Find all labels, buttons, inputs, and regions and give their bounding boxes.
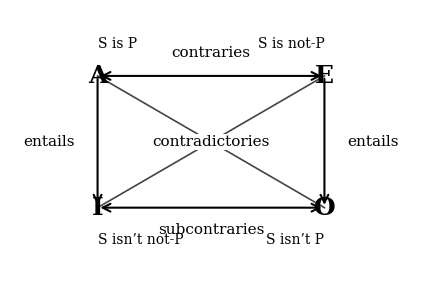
Text: S is P: S is P: [97, 37, 137, 51]
Text: S isn’t not-P: S isn’t not-P: [97, 233, 183, 247]
Text: entails: entails: [347, 135, 399, 149]
Text: S is not-P: S is not-P: [258, 37, 325, 51]
Text: O: O: [314, 196, 335, 220]
Text: subcontraries: subcontraries: [158, 223, 264, 237]
Text: S isn’t P: S isn’t P: [266, 233, 325, 247]
Text: entails: entails: [23, 135, 75, 149]
Text: A: A: [88, 64, 107, 88]
Text: I: I: [92, 196, 103, 220]
Text: contradictories: contradictories: [152, 135, 270, 149]
Text: contraries: contraries: [171, 46, 251, 60]
Text: E: E: [315, 64, 334, 88]
